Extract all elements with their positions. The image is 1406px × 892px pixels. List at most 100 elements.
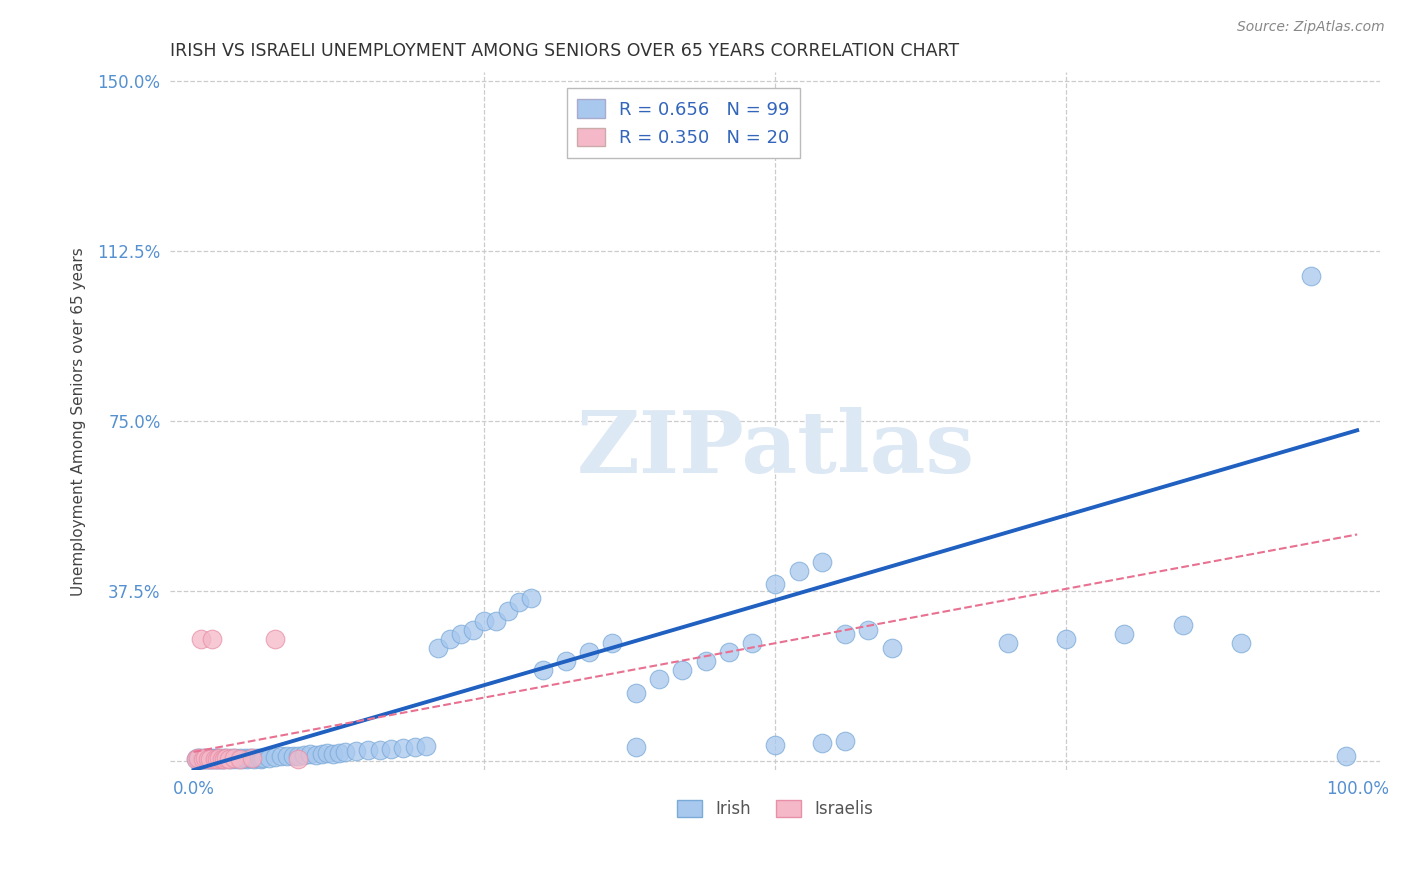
Point: [811, 555, 834, 569]
Point: [198, 752, 221, 766]
Point: [333, 745, 356, 759]
Point: [240, 751, 263, 765]
Point: [741, 636, 763, 650]
Point: [834, 627, 856, 641]
Point: [224, 751, 246, 765]
Point: [215, 751, 238, 765]
Point: [695, 654, 717, 668]
Point: [392, 741, 415, 756]
Point: [247, 751, 270, 765]
Point: [1114, 627, 1136, 641]
Point: [197, 752, 219, 766]
Point: [215, 751, 238, 765]
Point: [555, 654, 578, 668]
Point: [222, 752, 245, 766]
Point: [346, 744, 368, 758]
Point: [578, 645, 600, 659]
Point: [188, 751, 211, 765]
Point: [287, 748, 309, 763]
Point: [195, 752, 218, 766]
Point: [787, 564, 810, 578]
Point: [198, 752, 221, 766]
Point: [305, 747, 328, 762]
Point: [233, 751, 256, 765]
Point: [226, 752, 249, 766]
Point: [264, 632, 287, 646]
Point: [204, 752, 226, 766]
Point: [880, 640, 903, 655]
Point: [508, 595, 530, 609]
Point: [204, 752, 226, 766]
Y-axis label: Unemployment Among Seniors over 65 years: Unemployment Among Seniors over 65 years: [72, 247, 86, 596]
Point: [187, 752, 209, 766]
Point: [218, 752, 240, 766]
Point: [205, 752, 228, 766]
Point: [236, 752, 259, 766]
Text: Source: ZipAtlas.com: Source: ZipAtlas.com: [1237, 20, 1385, 34]
Point: [200, 751, 222, 765]
Point: [190, 751, 212, 765]
Point: [624, 740, 647, 755]
Point: [211, 752, 233, 766]
Point: [496, 604, 519, 618]
Point: [218, 752, 240, 766]
Point: [197, 752, 219, 766]
Point: [404, 740, 426, 755]
Point: [474, 614, 496, 628]
Point: [191, 752, 214, 766]
Point: [648, 673, 671, 687]
Point: [187, 751, 209, 765]
Point: [531, 664, 554, 678]
Point: [212, 752, 235, 766]
Point: [858, 623, 880, 637]
Point: [238, 751, 260, 765]
Point: [1334, 749, 1357, 764]
Point: [224, 751, 246, 765]
Point: [415, 739, 437, 754]
Point: [298, 747, 321, 761]
Point: [197, 751, 219, 765]
Point: [276, 748, 298, 763]
Point: [322, 747, 344, 761]
Point: [211, 752, 233, 766]
Point: [1171, 618, 1194, 632]
Point: [208, 751, 231, 765]
Text: IRISH VS ISRAELI UNEMPLOYMENT AMONG SENIORS OVER 65 YEARS CORRELATION CHART: IRISH VS ISRAELI UNEMPLOYMENT AMONG SENI…: [170, 42, 959, 60]
Point: [316, 746, 339, 760]
Text: ZIPatlas: ZIPatlas: [576, 407, 974, 491]
Point: [380, 741, 402, 756]
Point: [281, 749, 304, 764]
Point: [292, 747, 315, 762]
Point: [1054, 632, 1077, 646]
Point: [1230, 636, 1253, 650]
Legend: Irish, Israelis: Irish, Israelis: [671, 793, 880, 824]
Point: [520, 591, 543, 605]
Point: [357, 743, 380, 757]
Point: [252, 751, 274, 765]
Point: [834, 733, 856, 747]
Point: [461, 623, 484, 637]
Point: [212, 752, 235, 766]
Point: [229, 752, 252, 766]
Point: [194, 751, 217, 765]
Point: [219, 751, 242, 765]
Point: [328, 746, 350, 760]
Point: [209, 752, 232, 766]
Point: [201, 632, 224, 646]
Point: [257, 751, 280, 765]
Point: [763, 738, 786, 752]
Point: [184, 752, 207, 766]
Point: [426, 640, 449, 655]
Point: [997, 636, 1019, 650]
Point: [1299, 269, 1322, 284]
Point: [240, 751, 263, 765]
Point: [243, 752, 266, 766]
Point: [624, 686, 647, 700]
Point: [763, 577, 786, 591]
Point: [231, 752, 253, 766]
Point: [202, 752, 225, 766]
Point: [270, 749, 292, 764]
Point: [211, 751, 233, 765]
Point: [671, 664, 693, 678]
Point: [264, 750, 287, 764]
